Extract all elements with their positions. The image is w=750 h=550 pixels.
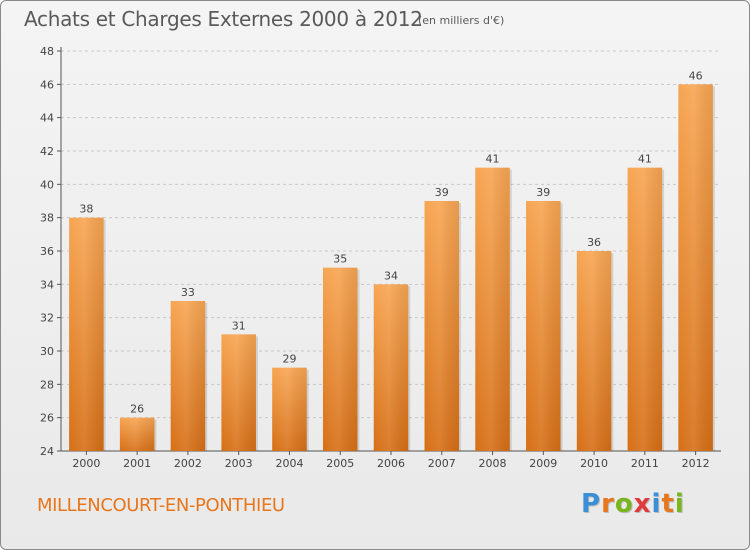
logo-letter: i <box>674 489 685 519</box>
chart-subtitle: (en milliers d'€) <box>418 14 505 27</box>
data-label: 38 <box>79 203 93 216</box>
bar-highlight <box>69 217 104 451</box>
data-label: 41 <box>486 153 500 166</box>
logo-letter: i <box>651 489 662 519</box>
logo-letter: P <box>581 489 602 519</box>
x-tick-label: 2011 <box>631 457 659 470</box>
y-tick-label: 26 <box>40 412 54 425</box>
y-tick-label: 34 <box>40 278 54 291</box>
data-label: 33 <box>181 286 195 299</box>
bar-highlight <box>424 201 460 451</box>
proxiti-logo: Proxiti <box>581 489 685 519</box>
data-label: 46 <box>689 69 703 82</box>
logo-letter: o <box>614 489 634 519</box>
y-tick-label: 46 <box>40 78 54 91</box>
data-label: 31 <box>232 319 246 332</box>
y-tick-label: 48 <box>40 45 54 58</box>
data-label: 36 <box>587 236 601 249</box>
x-tick-label: 2005 <box>326 457 354 470</box>
x-tick-label: 2008 <box>479 457 507 470</box>
bar-highlight <box>373 284 409 451</box>
bar-highlight <box>475 167 510 451</box>
bar-highlight <box>170 301 206 451</box>
x-tick-label: 2002 <box>174 457 202 470</box>
x-tick-label: 2004 <box>275 457 303 470</box>
data-label: 34 <box>384 269 398 282</box>
y-tick-label: 28 <box>40 378 54 391</box>
x-tick-label: 2009 <box>529 457 557 470</box>
y-tick-label: 32 <box>40 312 54 325</box>
y-tick-label: 40 <box>40 178 54 191</box>
labels: 24 26 28 30 32 34 36 38 40 42 44 46 48 38 2000 26 2001 33… <box>40 45 710 470</box>
bar-highlight <box>678 84 713 451</box>
bar-highlight <box>526 201 561 451</box>
data-label: 29 <box>282 353 296 366</box>
data-label: 35 <box>333 253 347 266</box>
bar-highlight <box>322 267 358 451</box>
bar-highlight <box>221 334 256 451</box>
x-tick-label: 2006 <box>377 457 405 470</box>
x-tick-label: 2003 <box>225 457 253 470</box>
x-tick-label: 2000 <box>72 457 100 470</box>
y-tick-label: 36 <box>40 245 54 258</box>
data-label: 26 <box>130 403 144 416</box>
y-tick-label: 42 <box>40 145 54 158</box>
y-tick-label: 24 <box>40 445 54 458</box>
y-tick-label: 38 <box>40 212 54 225</box>
bar-highlight <box>576 251 612 451</box>
place-name: MILLENCOURT-EN-PONTHIEU <box>37 495 285 516</box>
data-label: 39 <box>435 186 449 199</box>
logo-letter: x <box>633 489 652 519</box>
x-tick-label: 2007 <box>428 457 456 470</box>
chart-title: Achats et Charges Externes 2000 à 2012 <box>24 7 423 31</box>
bar-highlight <box>119 417 155 451</box>
bars <box>69 84 715 451</box>
logo-letter: r <box>601 489 615 519</box>
data-label: 39 <box>536 186 550 199</box>
bar-highlight <box>627 167 663 451</box>
y-tick-label: 44 <box>40 112 54 125</box>
x-tick-label: 2010 <box>580 457 608 470</box>
logo-letter: t <box>661 489 675 519</box>
data-label: 41 <box>638 153 652 166</box>
x-tick-label: 2001 <box>123 457 151 470</box>
bar-highlight <box>272 367 307 451</box>
x-tick-label: 2012 <box>682 457 710 470</box>
y-tick-label: 30 <box>40 345 54 358</box>
